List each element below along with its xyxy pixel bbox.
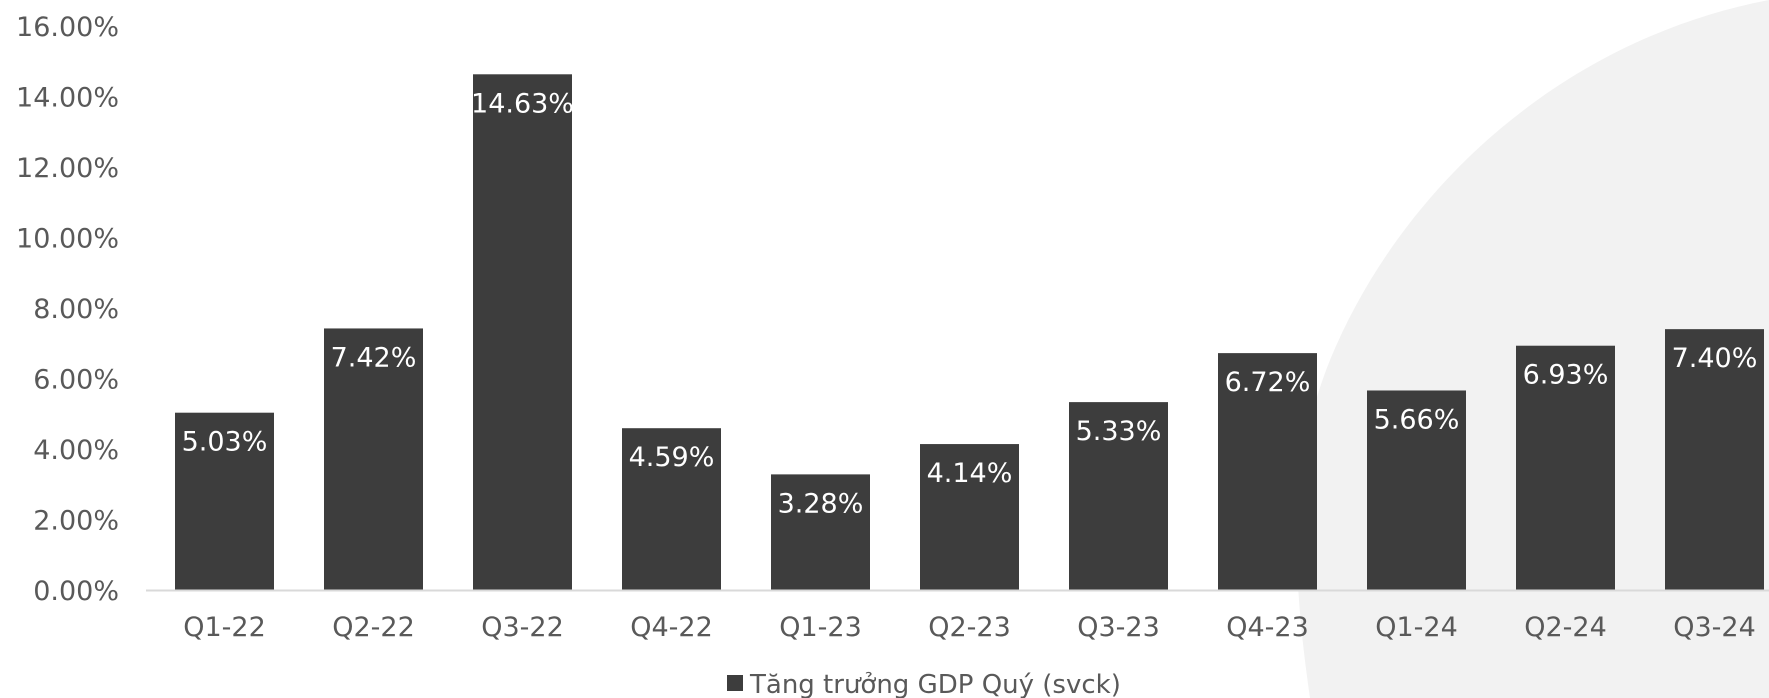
bar — [473, 74, 572, 591]
x-tick-label: Q1-22 — [183, 612, 266, 643]
y-tick-label: 14.00% — [16, 83, 119, 114]
bar — [175, 412, 274, 590]
bar-data-label: 4.14% — [927, 458, 1013, 489]
bars-group: 5.03% 7.42% 14.63% 4.59% 3.28% 4.14% 5.33% 6.72… — [175, 74, 1764, 591]
bar — [1665, 329, 1764, 590]
legend: Tăng trưởng GDP Quý (svck) — [727, 670, 1121, 698]
bar — [1516, 345, 1615, 590]
bar-data-label: 6.72% — [1225, 367, 1311, 398]
x-tick-label: Q1-24 — [1375, 612, 1458, 643]
x-tick-label: Q2-22 — [332, 612, 415, 643]
bar-data-label: 14.63% — [471, 88, 574, 119]
x-tick-label: Q4-23 — [1226, 612, 1309, 643]
bar-data-label: 7.40% — [1672, 343, 1758, 374]
bar — [920, 444, 1019, 590]
x-tick-label: Q2-23 — [928, 612, 1011, 643]
x-tick-label: Q3-24 — [1673, 612, 1756, 643]
x-axis-ticks: Q1-22 Q2-22 Q3-22 Q4-22 Q1-23 Q2-23 Q3-23 Q4-23… — [183, 612, 1756, 643]
x-tick-label: Q2-24 — [1524, 612, 1607, 643]
bar-data-label: 7.42% — [331, 342, 417, 373]
x-tick-label: Q4-22 — [630, 612, 713, 643]
y-tick-label: 12.00% — [16, 153, 119, 184]
y-axis-ticks: 0.00% 2.00% 4.00% 6.00% 8.00% 10.00% 12.00% 14.… — [16, 12, 119, 607]
bar — [1367, 390, 1466, 590]
bar-data-label: 5.03% — [182, 427, 268, 458]
bar — [324, 328, 423, 590]
bar-data-label: 5.33% — [1076, 416, 1162, 447]
bar — [622, 428, 721, 590]
x-tick-label: Q1-23 — [779, 612, 862, 643]
bar — [1218, 353, 1317, 590]
x-tick-label: Q3-22 — [481, 612, 564, 643]
y-tick-label: 2.00% — [33, 506, 119, 537]
legend-label: Tăng trưởng GDP Quý (svck) — [749, 670, 1121, 698]
y-tick-label: 8.00% — [33, 294, 119, 325]
y-tick-label: 6.00% — [33, 365, 119, 396]
bar — [771, 474, 870, 590]
legend-swatch — [727, 675, 743, 691]
bar — [1069, 402, 1168, 590]
bar-data-label: 4.59% — [629, 442, 715, 473]
y-tick-label: 0.00% — [33, 576, 119, 607]
y-tick-label: 10.00% — [16, 224, 119, 255]
x-tick-label: Q3-23 — [1077, 612, 1160, 643]
y-tick-label: 4.00% — [33, 435, 119, 466]
bar-data-label: 6.93% — [1523, 360, 1609, 391]
y-tick-label: 16.00% — [16, 12, 119, 43]
bar-data-label: 5.66% — [1374, 404, 1460, 435]
bar-data-label: 3.28% — [778, 488, 864, 519]
